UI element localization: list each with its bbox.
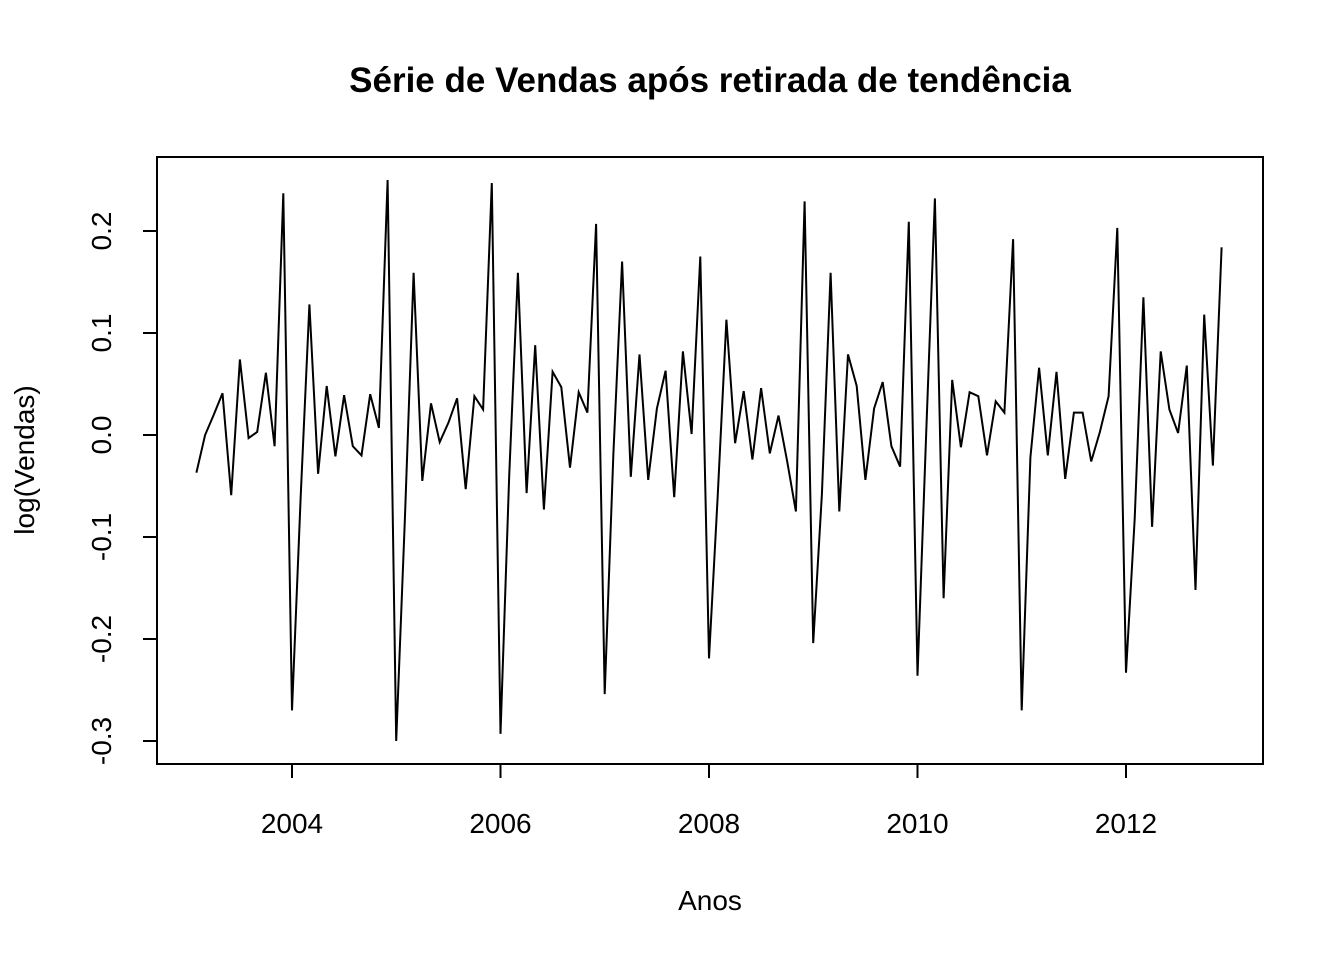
y-tick-label: -0.3 [86,717,117,765]
y-axis: -0.3 -0.2 -0.1 0.0 0.1 0.2 [86,212,158,765]
y-tick-label: -0.1 [86,513,117,561]
y-tick-label: -0.2 [86,615,117,663]
x-tick-label: 2004 [261,808,323,839]
y-tick-label: 0.1 [86,314,117,353]
x-tick-label: 2006 [469,808,531,839]
x-tick-label: 2010 [886,808,948,839]
x-tick-label: 2008 [678,808,740,839]
x-axis-label: Anos [678,885,742,916]
y-tick-label: 0.2 [86,212,117,251]
series-line [195,179,1223,742]
y-axis-label: log(Vendas) [9,385,40,534]
x-axis: 2004 2006 2008 2010 2012 [261,763,1157,839]
series-group [195,179,1223,742]
y-tick-label: 0.0 [86,416,117,455]
x-tick-label: 2012 [1095,808,1157,839]
plot-area-frame [156,156,1264,765]
chart-title: Série de Vendas após retirada de tendênc… [349,61,1071,100]
